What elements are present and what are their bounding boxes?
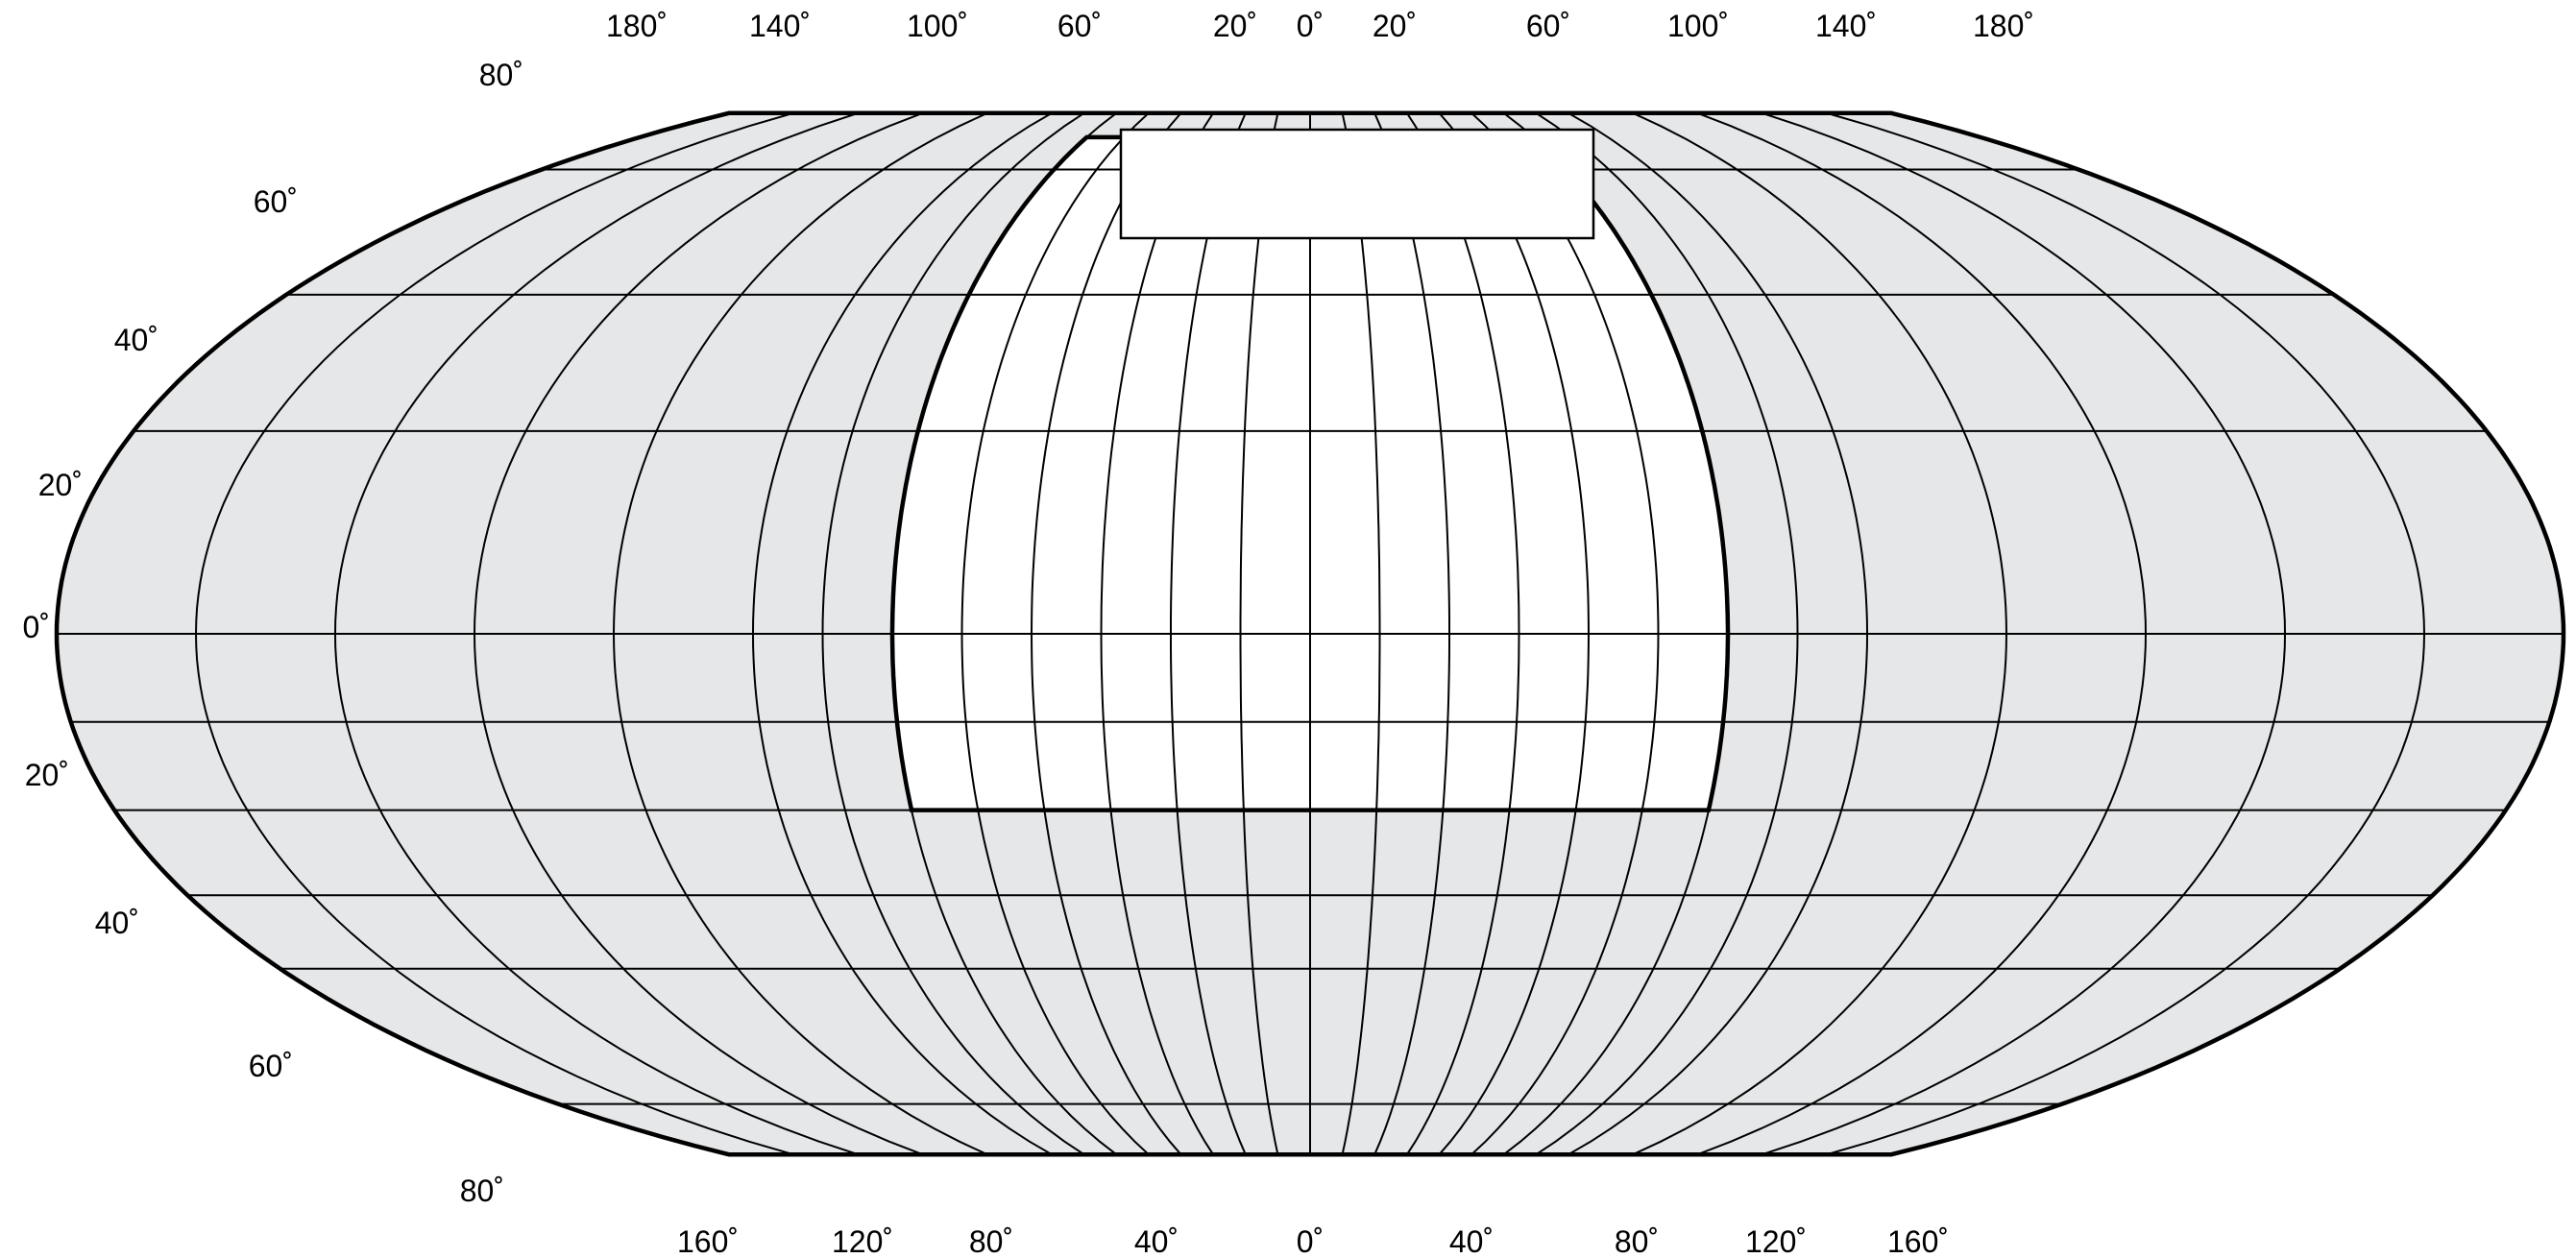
- meridian-line: [1341, 112, 1381, 1155]
- latitude-label: 60˚: [249, 1049, 293, 1083]
- top-longitude-label: 20˚: [1213, 9, 1257, 43]
- bottom-longitude-label: 120˚: [1745, 1224, 1807, 1258]
- latitude-label: 60˚: [254, 184, 298, 219]
- meridian-line: [751, 112, 1053, 1155]
- latitude-label: 80˚: [479, 58, 523, 92]
- bottom-longitude-labels: 160˚ 120˚ 80˚ 40˚ 0˚ 40˚ 80˚ 120˚ 160˚: [677, 1224, 1949, 1258]
- meridian-line: [1697, 112, 2148, 1155]
- highlighted-region-outline: [889, 134, 1731, 812]
- top-longitude-label: 60˚: [1526, 9, 1570, 43]
- latitude-label: 20˚: [25, 758, 69, 792]
- bottom-longitude-label: 160˚: [677, 1224, 739, 1258]
- latitude-label: 40˚: [114, 323, 158, 357]
- meridian-line: [1170, 112, 1247, 1155]
- bottom-longitude-label: 40˚: [1449, 1224, 1494, 1258]
- top-longitude-label: 0˚: [1297, 9, 1324, 43]
- latitude-label: 0˚: [23, 610, 50, 644]
- meridian-line: [1030, 112, 1182, 1155]
- meridian-line: [1826, 112, 2426, 1155]
- meridian-line: [333, 112, 859, 1155]
- meridian-line: [1762, 112, 2287, 1155]
- meridian-line: [1632, 112, 2008, 1155]
- bottom-longitude-label: 80˚: [1615, 1224, 1659, 1258]
- meridian-line: [612, 112, 988, 1155]
- meridian-line: [473, 112, 923, 1155]
- bottom-longitude-label: 40˚: [1134, 1224, 1179, 1258]
- top-longitude-label: 140˚: [1815, 9, 1877, 43]
- top-longitude-label: 100˚: [907, 9, 968, 43]
- bottom-longitude-label: 160˚: [1887, 1224, 1949, 1258]
- meridian-line: [194, 112, 794, 1155]
- map-outline: [54, 110, 2566, 1157]
- top-longitude-label: 100˚: [1667, 9, 1729, 43]
- meridian-line: [1239, 112, 1279, 1155]
- top-longitude-label: 20˚: [1373, 9, 1417, 43]
- title-box: [1119, 128, 1595, 240]
- meridian-line: [1373, 112, 1450, 1155]
- latitude-label: 20˚: [38, 468, 83, 502]
- meridian-line: [1100, 112, 1214, 1155]
- bottom-longitude-label: 80˚: [969, 1224, 1013, 1258]
- meridian-line: [1438, 112, 1591, 1155]
- meridian-line: [960, 112, 1150, 1155]
- top-longitude-labels: 180˚ 140˚ 100˚ 60˚ 20˚ 0˚ 20˚ 60˚ 100˚ 140˚ 180˚: [606, 9, 2034, 43]
- meridian-line: [1535, 112, 1799, 1155]
- meridian-line: [1406, 112, 1520, 1155]
- meridian-line: [1470, 112, 1660, 1155]
- bottom-longitude-label: 120˚: [832, 1224, 893, 1258]
- top-longitude-label: 60˚: [1057, 9, 1102, 43]
- top-longitude-label: 140˚: [749, 9, 811, 43]
- latitude-label: 40˚: [95, 906, 139, 940]
- top-longitude-label: 180˚: [606, 9, 668, 43]
- title-box-rect: [1119, 128, 1595, 240]
- meridian-line: [1567, 112, 1869, 1155]
- meridian-line: [821, 112, 1085, 1155]
- bottom-longitude-label: 0˚: [1297, 1224, 1324, 1258]
- latitude-label: 80˚: [460, 1173, 504, 1208]
- top-longitude-label: 180˚: [1973, 9, 2034, 43]
- latitude-labels: 80˚ 60˚ 40˚ 20˚ 0˚ 20˚ 40˚ 60˚ 80˚: [23, 58, 523, 1208]
